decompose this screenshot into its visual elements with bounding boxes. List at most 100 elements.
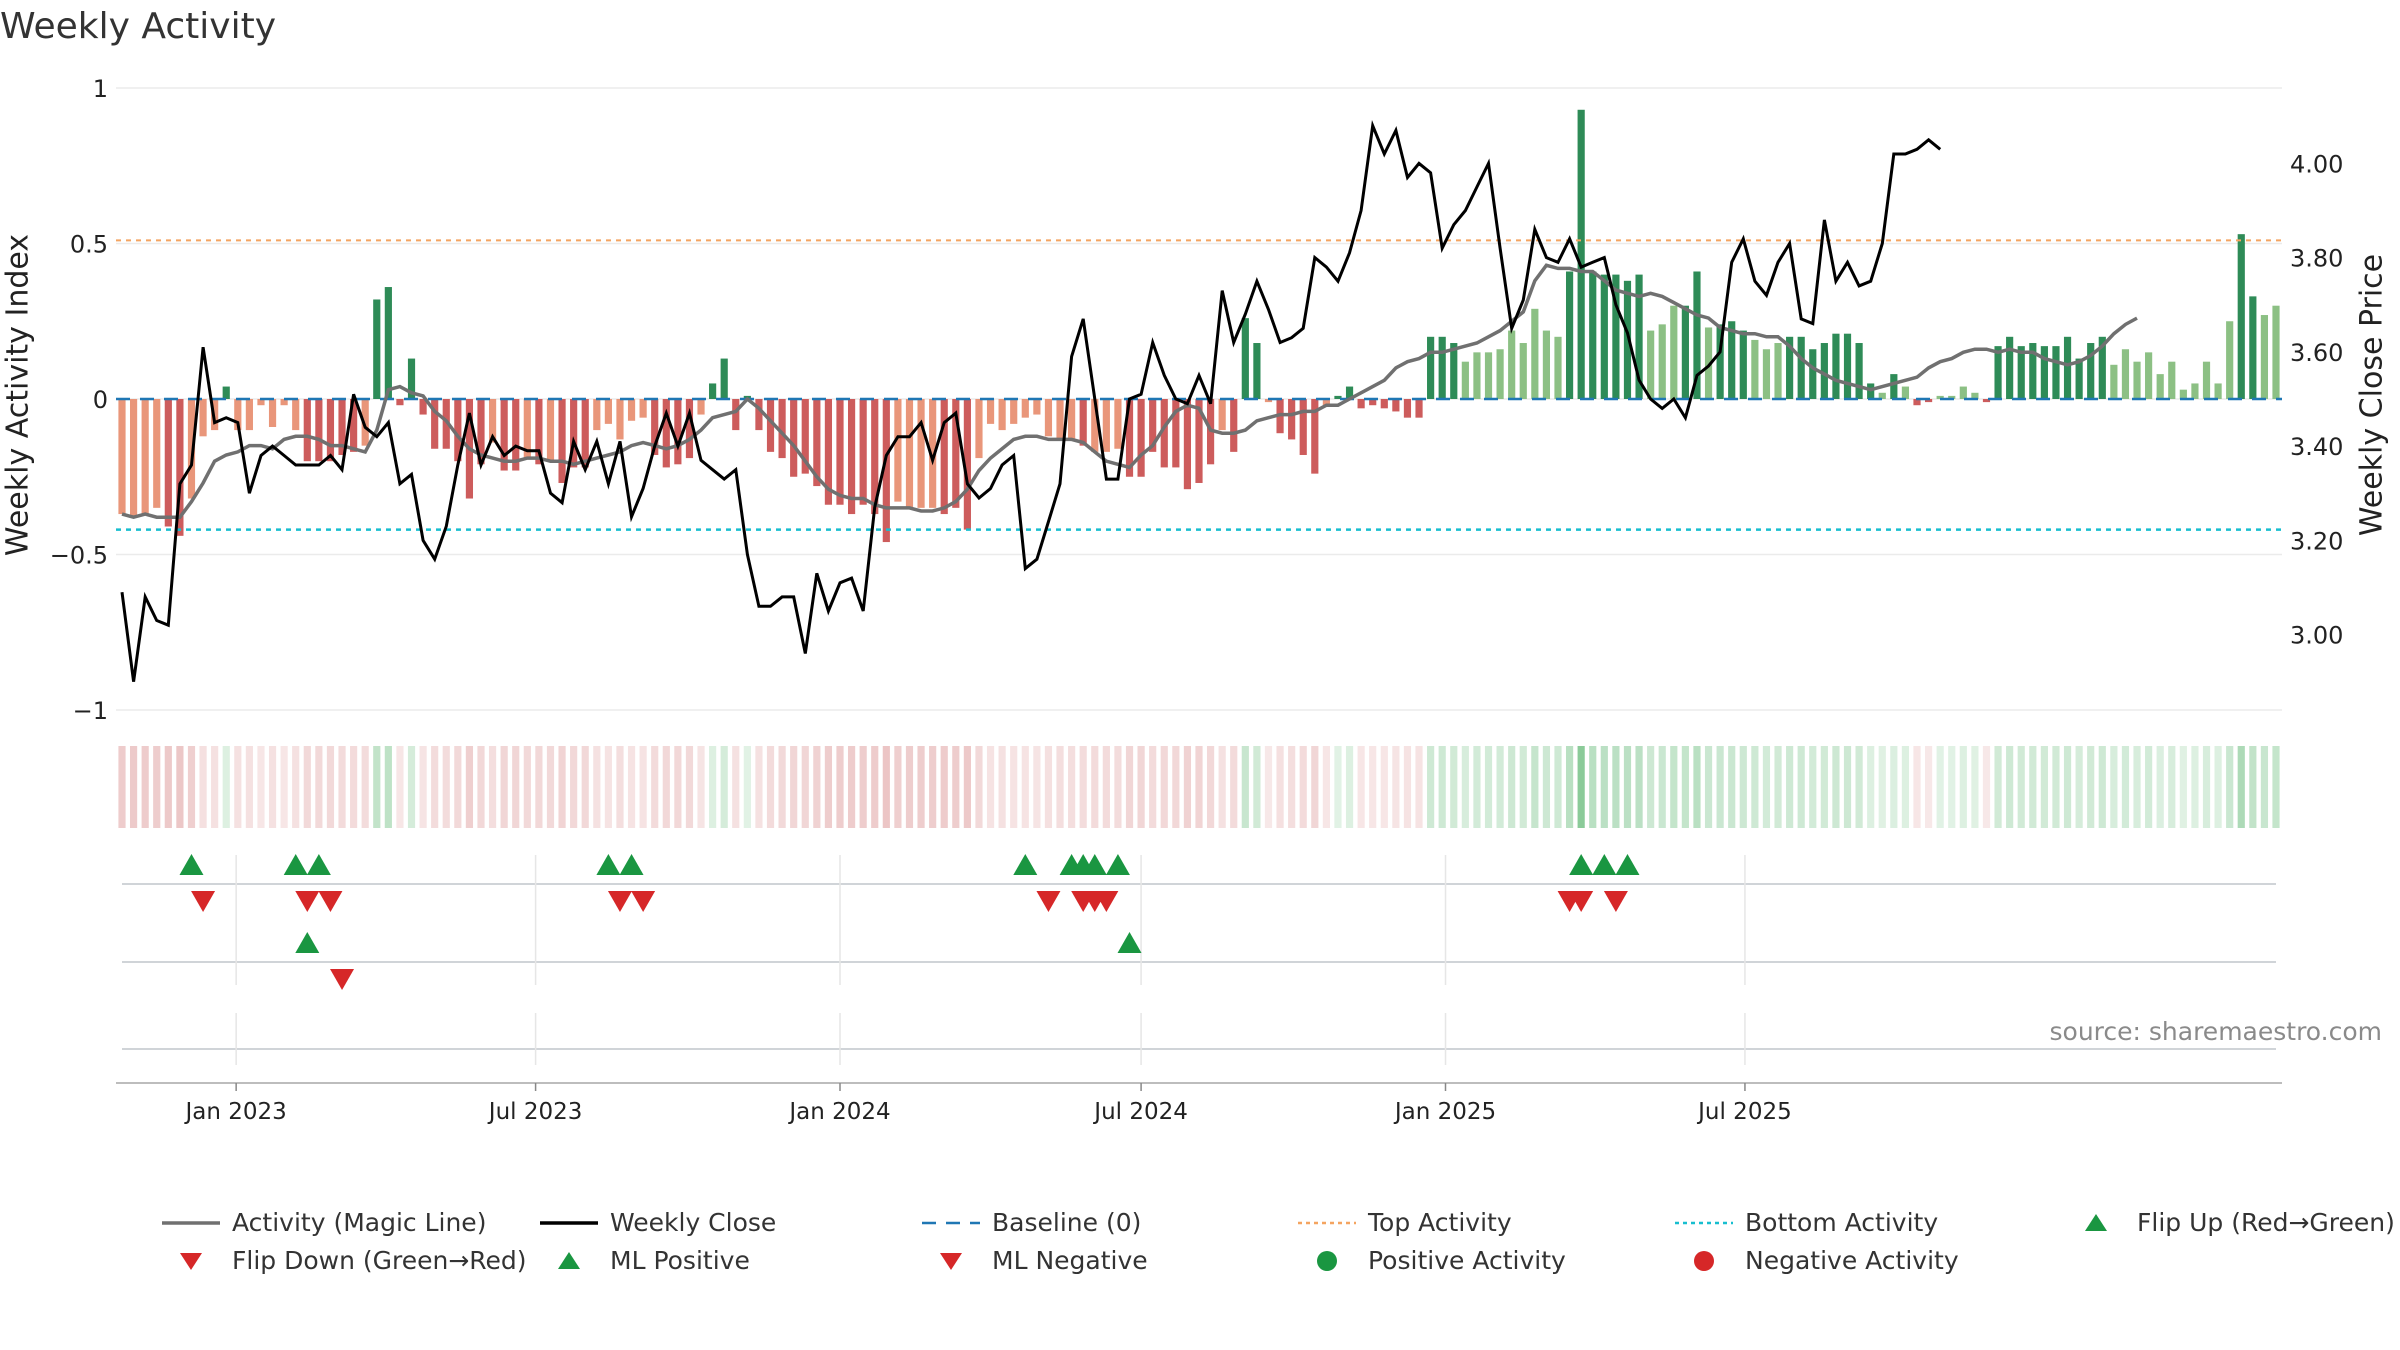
activity-bar bbox=[986, 399, 995, 424]
activity-bar bbox=[257, 399, 265, 406]
activity-strip-cell bbox=[975, 746, 983, 828]
activity-strip-cell bbox=[1299, 746, 1307, 828]
activity-strip-cell bbox=[2214, 746, 2222, 828]
activity-strip-cell bbox=[1079, 746, 1087, 828]
activity-bar bbox=[570, 399, 578, 468]
activity-strip-cell bbox=[1786, 746, 1794, 828]
y2-tick-label: 3.60 bbox=[2290, 339, 2343, 367]
activity-strip-cell bbox=[176, 746, 184, 828]
activity-strip-cell bbox=[1033, 746, 1041, 828]
activity-strip-cell bbox=[709, 746, 717, 828]
activity-strip-cell bbox=[2040, 746, 2048, 828]
activity-bar bbox=[1809, 349, 1817, 399]
activity-strip-cell bbox=[1959, 746, 1967, 828]
activity-bar bbox=[350, 399, 358, 452]
legend-item: ML Negative bbox=[920, 1246, 1148, 1275]
activity-strip-cell bbox=[755, 746, 763, 828]
activity-strip-cell bbox=[2052, 746, 2060, 828]
activity-strip-cell bbox=[1450, 746, 1458, 828]
activity-bar bbox=[2191, 383, 2199, 399]
activity-bar bbox=[2052, 346, 2060, 399]
activity-strip-cell bbox=[257, 746, 265, 828]
flip-up-marker bbox=[1592, 854, 1617, 875]
activity-bar bbox=[245, 399, 253, 431]
activity-bar bbox=[1322, 399, 1330, 406]
activity-strip-cell bbox=[1288, 746, 1296, 828]
activity-strip-cell bbox=[1565, 746, 1574, 828]
activity-bar bbox=[1010, 399, 1018, 424]
activity-bar bbox=[176, 399, 184, 536]
activity-strip-cell bbox=[1230, 746, 1238, 828]
activity-strip-cell bbox=[1253, 746, 1261, 828]
activity-strip-cell bbox=[905, 746, 914, 828]
y-tick-label: −0.5 bbox=[50, 542, 108, 570]
activity-strip-cell bbox=[2133, 746, 2141, 828]
activity-strip-cell bbox=[1971, 746, 1979, 828]
activity-bar bbox=[824, 399, 833, 505]
flip-up-marker bbox=[1615, 854, 1640, 875]
activity-strip-cell bbox=[1994, 746, 2002, 828]
legend-item: Bottom Activity bbox=[1673, 1208, 1938, 1237]
activity-strip-cell bbox=[1554, 746, 1562, 828]
flip-down-marker bbox=[318, 891, 343, 912]
legend-item: Flip Down (Green→Red) bbox=[160, 1246, 527, 1275]
activity-strip-cell bbox=[1820, 746, 1828, 828]
activity-strip-cell bbox=[512, 746, 520, 828]
activity-bar bbox=[1218, 399, 1226, 431]
activity-bar bbox=[2249, 296, 2257, 399]
x-tick-label: Jul 2023 bbox=[487, 1099, 583, 1125]
activity-strip-cell bbox=[384, 746, 392, 828]
activity-bar bbox=[1913, 399, 1921, 406]
activity-strip-cell bbox=[1658, 746, 1666, 828]
activity-strip-cell bbox=[442, 746, 450, 828]
activity-bar bbox=[1600, 274, 1608, 399]
ml-positive-marker bbox=[295, 932, 320, 953]
activity-strip-cell bbox=[1403, 746, 1412, 828]
activity-strip-cell bbox=[1855, 746, 1863, 828]
activity-strip-cell bbox=[1878, 746, 1886, 828]
legend-symbol-icon bbox=[940, 1252, 962, 1270]
activity-bar bbox=[1461, 361, 1469, 399]
activity-strip-cell bbox=[373, 746, 381, 828]
activity-strip-cell bbox=[2110, 746, 2118, 828]
activity-bar bbox=[616, 399, 624, 440]
activity-bar bbox=[1786, 336, 1794, 399]
activity-bar bbox=[1832, 333, 1840, 399]
activity-strip-cell bbox=[1172, 746, 1180, 828]
activity-bar bbox=[153, 399, 161, 508]
activity-strip-cell bbox=[778, 746, 786, 828]
activity-bar bbox=[1971, 392, 1979, 399]
activity-strip-cell bbox=[1739, 746, 1747, 828]
legend-label: Baseline (0) bbox=[992, 1208, 1142, 1237]
activity-bar bbox=[2156, 374, 2164, 399]
activity-bar bbox=[2226, 321, 2234, 399]
activity-bar bbox=[1427, 336, 1435, 399]
activity-strip-cell bbox=[581, 746, 589, 828]
activity-bar bbox=[1044, 399, 1053, 437]
activity-bar bbox=[766, 399, 775, 452]
legend-item: Negative Activity bbox=[1673, 1246, 1959, 1275]
activity-bar bbox=[1843, 333, 1852, 399]
activity-strip-cell bbox=[1948, 746, 1956, 828]
activity-strip-cell bbox=[2191, 746, 2199, 828]
activity-strip-cell bbox=[419, 746, 427, 828]
legend-symbol bbox=[940, 1252, 962, 1270]
flip-down-marker bbox=[191, 891, 216, 912]
flip-down-marker bbox=[607, 891, 632, 912]
activity-strip-cell bbox=[662, 746, 670, 828]
activity-strip-cell bbox=[1531, 746, 1539, 828]
y2-tick-label: 3.00 bbox=[2290, 622, 2343, 650]
activity-bar bbox=[1288, 399, 1296, 440]
flip-up-marker bbox=[619, 854, 644, 875]
activity-bar bbox=[2272, 305, 2280, 399]
ml-positive-marker bbox=[1117, 932, 1142, 953]
activity-bar bbox=[1450, 343, 1458, 399]
activity-strip-cell bbox=[1924, 746, 1933, 828]
activity-bar bbox=[407, 358, 416, 399]
activity-strip-cell bbox=[234, 746, 242, 828]
flip-up-marker bbox=[179, 854, 204, 875]
activity-strip-cell bbox=[847, 746, 856, 828]
flip-down-marker bbox=[295, 891, 320, 912]
activity-bar bbox=[639, 399, 647, 418]
activity-bar bbox=[164, 399, 172, 527]
